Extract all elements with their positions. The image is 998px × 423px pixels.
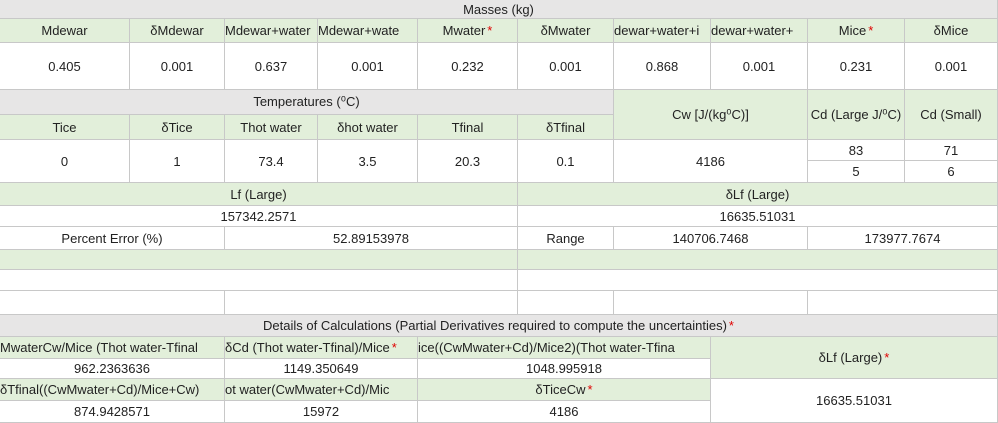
- empty-cell[interactable]: [518, 270, 998, 291]
- cd-large-value-2[interactable]: 5: [808, 161, 905, 183]
- range-high[interactable]: 173977.7674: [808, 227, 998, 250]
- lf-label[interactable]: Lf (Large): [0, 183, 518, 206]
- cd-small-value-2[interactable]: 6: [905, 161, 998, 183]
- details-dlf-value[interactable]: 16635.51031: [711, 379, 998, 423]
- masses-value-dmice[interactable]: 0.001: [905, 43, 998, 90]
- masses-header-mwater[interactable]: Mwater *: [418, 19, 518, 43]
- percent-error-value[interactable]: 52.89153978: [225, 227, 518, 250]
- temps-value-tice[interactable]: 0: [0, 140, 130, 183]
- cd-large-label[interactable]: Cd (Large J/⁰C): [808, 90, 905, 140]
- cd-large-value-1[interactable]: 83: [808, 140, 905, 161]
- details-label-dcd[interactable]: δCd (Thot water-Tfinal)/Mice *: [225, 337, 418, 359]
- temps-value-dtfinal[interactable]: 0.1: [518, 140, 614, 183]
- masses-header-dewar-water-ice-unc[interactable]: dewar+water+: [711, 19, 808, 43]
- temps-header-tice[interactable]: Tice: [0, 115, 130, 140]
- masses-title[interactable]: Masses (kg): [0, 0, 998, 19]
- temps-value-thot[interactable]: 73.4: [225, 140, 318, 183]
- cw-value[interactable]: 4186: [614, 140, 808, 183]
- cd-small-label[interactable]: Cd (Small): [905, 90, 998, 140]
- empty-cell[interactable]: [0, 270, 518, 291]
- empty-cell[interactable]: [518, 291, 614, 315]
- masses-header-mdewar[interactable]: Mdewar: [0, 19, 130, 43]
- dlf-label[interactable]: δLf (Large): [518, 183, 998, 206]
- masses-value-mwater[interactable]: 0.232: [418, 43, 518, 90]
- details-value-dtice[interactable]: 4186: [418, 401, 711, 423]
- cw-label[interactable]: Cw [J/(kg⁰C)]: [614, 90, 808, 140]
- temps-title[interactable]: Temperatures (⁰C): [0, 90, 614, 115]
- masses-header-dmwater[interactable]: δMwater: [518, 19, 614, 43]
- masses-value-mdewar-water-unc[interactable]: 0.001: [318, 43, 418, 90]
- details-dlf-label[interactable]: δLf (Large) *: [711, 337, 998, 379]
- masses-value-dmwater[interactable]: 0.001: [518, 43, 614, 90]
- required-asterisk: *: [868, 23, 874, 38]
- masses-value-mdewar-water[interactable]: 0.637: [225, 43, 318, 90]
- details-value-dtfinal[interactable]: 874.9428571: [0, 401, 225, 423]
- details-value-dthot[interactable]: 15972: [225, 401, 418, 423]
- details-value-dcd[interactable]: 1149.350649: [225, 359, 418, 379]
- masses-header-dmdewar[interactable]: δMdewar: [130, 19, 225, 43]
- required-asterisk: *: [587, 382, 593, 397]
- required-asterisk: *: [728, 318, 734, 333]
- required-asterisk: *: [487, 23, 493, 38]
- percent-error-label[interactable]: Percent Error (%): [0, 227, 225, 250]
- range-label[interactable]: Range: [518, 227, 614, 250]
- empty-cell[interactable]: [808, 291, 998, 315]
- empty-cell[interactable]: [0, 250, 518, 270]
- details-label-dtfinal[interactable]: δTfinal((CwMwater+Cd)/Mice+Cw): [0, 379, 225, 401]
- lf-value[interactable]: 157342.2571: [0, 206, 518, 227]
- dlf-value[interactable]: 16635.51031: [518, 206, 998, 227]
- empty-cell[interactable]: [614, 291, 808, 315]
- masses-value-dewar-water-ice[interactable]: 0.868: [614, 43, 711, 90]
- empty-cell[interactable]: [518, 250, 998, 270]
- masses-value-dmdewar[interactable]: 0.001: [130, 43, 225, 90]
- details-value-dmice[interactable]: 1048.995918: [418, 359, 711, 379]
- temps-header-dthot[interactable]: δhot water: [318, 115, 418, 140]
- temps-value-dthot[interactable]: 3.5: [318, 140, 418, 183]
- temps-header-thot[interactable]: Thot water: [225, 115, 318, 140]
- masses-value-mdewar[interactable]: 0.405: [0, 43, 130, 90]
- masses-header-mdewar-water-unc[interactable]: Mdewar+wate: [318, 19, 418, 43]
- details-title[interactable]: Details of Calculations (Partial Derivat…: [0, 315, 998, 337]
- details-label-dtice[interactable]: δTiceCw *: [418, 379, 711, 401]
- temps-header-tfinal[interactable]: Tfinal: [418, 115, 518, 140]
- masses-header-dewar-water-ice[interactable]: dewar+water+i: [614, 19, 711, 43]
- details-label-mwater-cw[interactable]: MwaterCw/Mice (Thot water-Tfinal: [0, 337, 225, 359]
- required-asterisk: *: [391, 340, 397, 355]
- masses-header-mice[interactable]: Mice *: [808, 19, 905, 43]
- details-value-mwater-cw[interactable]: 962.2363636: [0, 359, 225, 379]
- empty-cell[interactable]: [0, 291, 225, 315]
- temps-header-dtice[interactable]: δTice: [130, 115, 225, 140]
- masses-value-dewar-water-ice-unc[interactable]: 0.001: [711, 43, 808, 90]
- cd-small-value-1[interactable]: 71: [905, 140, 998, 161]
- masses-value-mice[interactable]: 0.231: [808, 43, 905, 90]
- masses-header-dmice[interactable]: δMice: [905, 19, 998, 43]
- masses-header-mdewar-water[interactable]: Mdewar+water: [225, 19, 318, 43]
- required-asterisk: *: [884, 350, 890, 365]
- details-label-dthot[interactable]: ot water(CwMwater+Cd)/Mic: [225, 379, 418, 401]
- empty-cell[interactable]: [225, 291, 518, 315]
- temps-value-tfinal[interactable]: 20.3: [418, 140, 518, 183]
- temps-value-dtice[interactable]: 1: [130, 140, 225, 183]
- range-low[interactable]: 140706.7468: [614, 227, 808, 250]
- temps-header-dtfinal[interactable]: δTfinal: [518, 115, 614, 140]
- details-label-dmice[interactable]: ice((CwMwater+Cd)/Mice2)(Thot water-Tfin…: [418, 337, 711, 359]
